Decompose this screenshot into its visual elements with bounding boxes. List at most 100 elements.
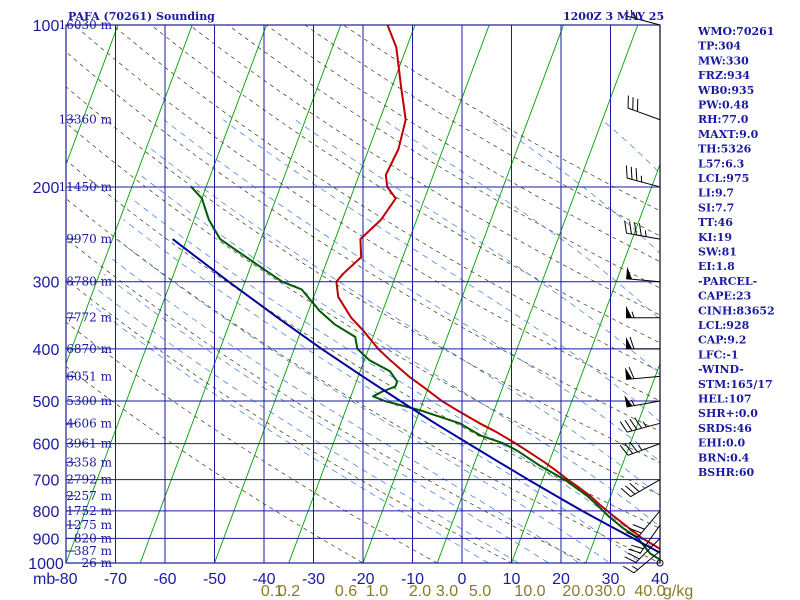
moist-adiabat-line <box>140 174 660 528</box>
temperature-tick-label: -60 <box>153 571 176 588</box>
index-value: SW:81 <box>698 246 737 259</box>
wind-barb-full <box>629 441 638 453</box>
mixing-ratio-label: 40.0 <box>634 583 665 600</box>
index-value: CAPE:23 <box>698 290 751 303</box>
dry-adiabat-line <box>150 25 660 344</box>
index-value: TH:5326 <box>698 143 752 156</box>
wind-barb-half <box>637 444 643 451</box>
wind-barb-full <box>632 524 645 530</box>
wind-barb-half <box>642 421 647 428</box>
isotherm-line <box>66 25 267 563</box>
height-label: 820 m <box>74 531 113 545</box>
index-value: EHI:0.0 <box>698 437 745 450</box>
wind-barb-full <box>629 418 638 430</box>
wind-barb-full <box>629 221 632 235</box>
wind-barb-full <box>620 487 631 498</box>
wind-barb-half <box>630 399 635 406</box>
pressure-tick-label: 900 <box>33 531 60 548</box>
wind-barb-staff <box>627 107 661 121</box>
height-label: 9970 m <box>66 232 112 246</box>
height-labels: 16030 m 13360 m 11450 m 9970 m 8780 m 7772 m 6… <box>59 18 113 570</box>
mixing-ratio-label: 10.0 <box>514 583 545 600</box>
pressure-tick-label: 300 <box>33 275 60 292</box>
wind-barb-flag <box>626 336 632 349</box>
index-value: WB0:935 <box>697 84 754 97</box>
mixing-ratio-label: 3.0 <box>436 583 458 600</box>
height-label: 16030 m <box>59 18 113 32</box>
wind-barbs <box>619 10 664 574</box>
isotherm-line <box>511 163 660 563</box>
pressure-tick-label: 200 <box>33 180 60 197</box>
index-value: CINH:83652 <box>698 304 775 317</box>
temperature-tick-label: -20 <box>351 571 374 588</box>
dry-adiabat-line <box>227 25 660 289</box>
dry-adiabat-line <box>66 365 364 563</box>
wind-barb-full <box>625 165 628 179</box>
temperature-tick-label: 30 <box>602 571 620 588</box>
height-label: 13360 m <box>59 113 113 127</box>
dry-adiabat-line <box>66 122 660 496</box>
wind-barb-full <box>635 168 638 181</box>
index-value: -WIND- <box>698 363 744 376</box>
isotherm-line <box>139 25 342 563</box>
index-value: PW:0.48 <box>698 99 749 112</box>
height-label: 3358 m <box>66 455 112 469</box>
temperature-tick-label: 0 <box>458 571 467 588</box>
index-value: FRZ:934 <box>698 69 750 82</box>
wind-barb-staff <box>627 177 661 188</box>
wind-barb-staff <box>626 375 661 380</box>
sounding-time: 1200Z 3 MAY 25 <box>563 10 664 23</box>
index-value: MAXT:9.0 <box>698 128 759 141</box>
wind-barb-full <box>634 222 637 235</box>
wind-barb-full <box>634 417 643 429</box>
index-value: WMO:70261 <box>697 25 774 38</box>
mixing-ratio-label: 30.0 <box>594 583 625 600</box>
height-label: 1275 m <box>66 518 112 532</box>
height-label: 6870 m <box>66 342 112 356</box>
dry-adiabat-line <box>189 25 660 316</box>
wind-barb-full <box>638 223 642 236</box>
moist-adiabat-line <box>96 289 520 563</box>
mixing-ratio-unit: g/kg <box>663 583 693 600</box>
height-label: 3961 m <box>66 437 112 451</box>
mixing-ratio-label: 0.6 <box>335 583 357 600</box>
background-grid <box>66 25 660 563</box>
index-value: BSHR:60 <box>698 466 754 479</box>
pressure-tick-label: 400 <box>33 342 60 359</box>
moist-adiabat-line <box>116 238 611 563</box>
mixing-ratio-label: 20.0 <box>562 583 593 600</box>
pressure-tick-label: 700 <box>33 473 60 490</box>
pressure-tick-label: 800 <box>33 504 60 521</box>
mixing-ratio-label: 2.0 <box>409 583 431 600</box>
wind-barb-full <box>630 166 633 180</box>
height-label: 6051 m <box>66 369 112 383</box>
height-label: 11450 m <box>59 180 113 194</box>
index-value: EI:1.8 <box>698 260 735 273</box>
wind-barb-full <box>627 552 640 560</box>
height-label: 2257 m <box>66 489 112 503</box>
index-value: CAP:9.2 <box>698 334 746 347</box>
moist-adiabat-line <box>109 256 580 563</box>
moist-adiabat-line <box>90 303 489 563</box>
wind-barb-flag <box>624 395 633 407</box>
height-label: 1752 m <box>66 504 112 518</box>
index-value: LCL:928 <box>698 319 750 332</box>
dry-adiabat-line <box>66 51 660 432</box>
index-value: SRDS:46 <box>698 422 752 435</box>
height-label: 2792 m <box>66 473 112 487</box>
calm-wind-marker <box>656 559 664 567</box>
wind-barb-full <box>626 10 628 17</box>
wind-barb-full <box>629 527 642 534</box>
wind-barb-staff <box>626 232 661 240</box>
index-value: L57:6.3 <box>698 157 744 170</box>
temperature-tick-label: -50 <box>203 571 226 588</box>
moist-adiabat-line <box>489 119 660 254</box>
index-value: MW:330 <box>698 54 749 67</box>
temperature-tick-label: -80 <box>54 571 77 588</box>
wind-barb-staff <box>637 510 661 538</box>
isotherm-line <box>585 362 660 563</box>
index-value: LI:9.7 <box>698 187 734 200</box>
temperature-tick-label: -40 <box>252 571 275 588</box>
height-label: 7772 m <box>66 311 112 325</box>
